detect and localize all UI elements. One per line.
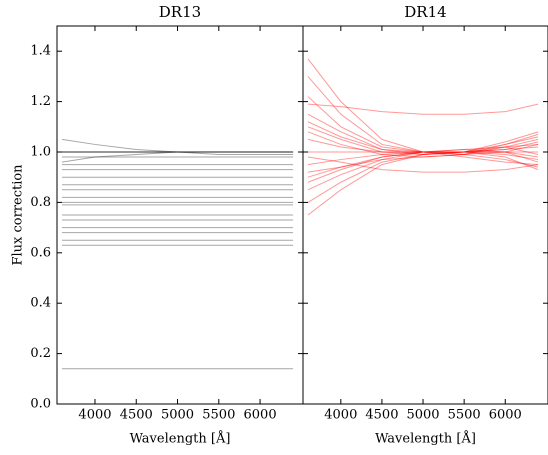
y-tick-label: 1.2 <box>30 94 51 109</box>
y-tick-label: 1.0 <box>30 145 51 160</box>
data-line <box>307 76 539 166</box>
y-tick-label: 0.6 <box>30 245 51 260</box>
data-line <box>307 151 539 191</box>
x-tick-label: 5000 <box>406 408 439 423</box>
data-line <box>307 96 539 153</box>
data-line <box>61 138 294 156</box>
panel-title: DR14 <box>404 3 446 21</box>
x-tick-label: 4000 <box>324 408 357 423</box>
data-line <box>307 148 539 178</box>
plot-frame <box>302 25 548 405</box>
x-tick-label: 5500 <box>202 408 235 423</box>
x-tick-label: 5500 <box>448 408 481 423</box>
panel-title: DR13 <box>159 3 201 21</box>
data-line <box>307 121 539 168</box>
x-axis-label: Wavelength [Å] <box>130 431 231 447</box>
y-tick-label: 1.4 <box>30 44 51 59</box>
y-tick-label: 0.8 <box>30 195 51 210</box>
data-line <box>307 103 539 115</box>
x-tick-label: 4500 <box>365 408 398 423</box>
data-line <box>307 58 539 156</box>
data-line <box>307 113 539 156</box>
x-tick-label: 5000 <box>161 408 194 423</box>
data-line <box>307 151 539 216</box>
x-tick-label: 6000 <box>489 408 522 423</box>
y-tick-label: 0.0 <box>30 397 51 412</box>
x-tick-label: 4500 <box>120 408 153 423</box>
x-tick-label: 6000 <box>244 408 277 423</box>
y-tick-label: 0.4 <box>30 296 51 311</box>
data-line <box>307 131 539 158</box>
data-line <box>307 126 539 156</box>
data-line <box>307 156 539 173</box>
x-axis-label: Wavelength [Å] <box>375 431 476 447</box>
x-tick-label: 4000 <box>78 408 111 423</box>
y-axis-label: Flux correction <box>11 164 26 266</box>
data-line <box>307 146 539 203</box>
data-line <box>307 146 539 183</box>
data-line <box>307 138 539 161</box>
y-tick-label: 0.2 <box>30 346 51 361</box>
data-line <box>61 151 294 163</box>
data-line <box>307 143 539 173</box>
data-line <box>307 141 539 166</box>
